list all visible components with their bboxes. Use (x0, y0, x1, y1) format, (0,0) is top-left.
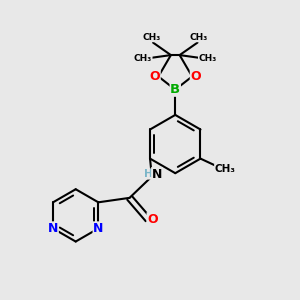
Text: H: H (144, 169, 153, 179)
Text: O: O (190, 70, 201, 83)
Text: B: B (170, 83, 180, 96)
Text: N: N (93, 222, 103, 235)
Text: CH₃: CH₃ (199, 54, 217, 63)
Text: O: O (147, 213, 158, 226)
Text: O: O (149, 70, 160, 83)
Text: N: N (152, 168, 162, 181)
Text: CH₃: CH₃ (134, 54, 152, 63)
Text: CH₃: CH₃ (142, 33, 161, 42)
Text: N: N (152, 168, 162, 181)
Text: CH₃: CH₃ (190, 33, 208, 42)
Text: N: N (48, 222, 58, 235)
Text: CH₃: CH₃ (215, 164, 236, 174)
